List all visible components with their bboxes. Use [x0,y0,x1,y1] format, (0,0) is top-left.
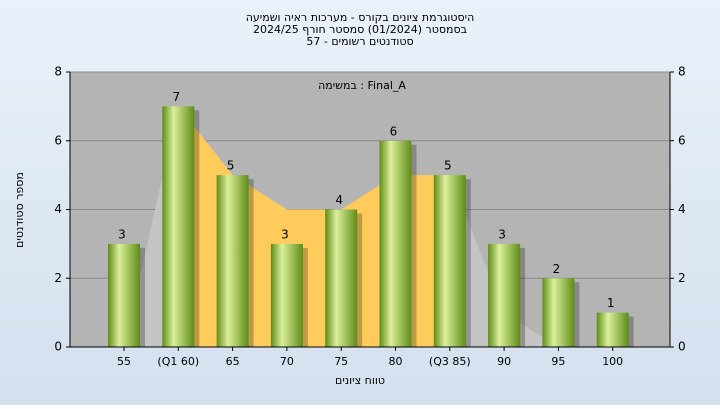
x-tick-label: 75 [334,355,348,368]
annotation: במשימה : Final_A [318,79,406,92]
x-tick-label: 80 [389,355,403,368]
y-tick-label: 8 [54,65,62,79]
x-axis-label: טווח ציונים [335,374,385,387]
y-tick-label: 6 [54,133,62,147]
data-label: 5 [227,159,235,173]
x-tick-label: 55 [117,355,131,368]
data-label: 3 [498,227,506,241]
title-line: היסטוגרמת ציונים בקורס - מערכות ראיה ושמ… [246,11,475,24]
data-label: 7 [172,90,180,104]
y-tick-label: 0 [54,340,62,354]
data-label: 3 [281,227,289,241]
bar [162,106,195,347]
x-tick-label: 90 [497,355,511,368]
x-tick-label: 95 [551,355,565,368]
y2-tick-label: 0 [678,340,686,354]
title-line: בסמסטר (01/2024) סמסטר חורף 2024/25 [253,23,467,36]
y2-tick-label: 4 [678,202,686,216]
x-tick-label: (Q1 60) [157,355,199,368]
bar [379,140,412,347]
bar [433,175,466,347]
data-label: 5 [444,159,452,173]
bar [216,175,249,347]
y2-tick-label: 2 [678,271,686,285]
y2-tick-label: 6 [678,133,686,147]
title-line: סטודנטים רשומים - 57 [306,35,413,48]
bar [108,243,140,347]
bar [325,209,358,347]
y-tick-label: 2 [54,271,62,285]
bar [488,243,521,347]
data-label: 2 [553,262,561,276]
bar [542,278,575,347]
data-label: 3 [118,227,126,241]
y-tick-label: 4 [54,202,62,216]
bar [596,312,629,347]
data-label: 1 [607,296,615,310]
x-tick-label: (Q3 85) [429,355,471,368]
y2-tick-label: 8 [678,65,686,79]
y-axis-label: מספר סטודנטים [13,172,26,248]
x-tick-label: 65 [226,355,240,368]
data-label: 4 [335,193,343,207]
bar [270,243,303,347]
x-tick-label: 100 [602,355,623,368]
data-label: 6 [390,124,398,138]
x-tick-label: 70 [280,355,294,368]
